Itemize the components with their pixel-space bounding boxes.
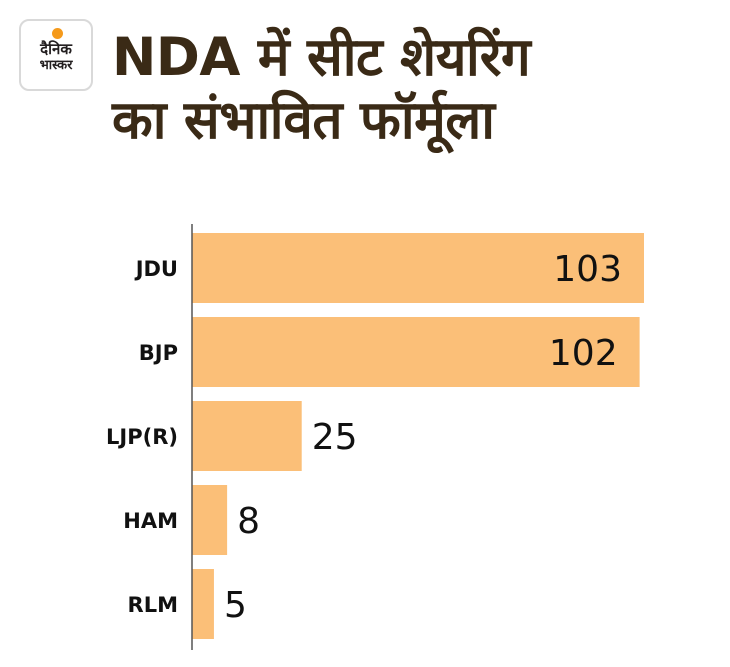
logo-text-line1: दैनिक [40,40,72,58]
bar-ljp-r- [192,401,302,471]
chart-title-line2: का संभावित फॉर्मूला [112,90,495,151]
category-label: JDU [134,257,178,281]
sun-icon [52,28,63,39]
value-label: 103 [553,249,622,290]
chart-title: NDA में सीट शेयरिंग का संभावित फॉर्मूला [112,26,712,152]
dainik-bhaskar-logo: दैनिक भास्कर [19,19,93,91]
bar-bjp [192,317,640,387]
category-label: HAM [123,509,178,533]
category-label: RLM [128,593,178,617]
value-label: 5 [224,585,247,626]
logo-text-line2: भास्कर [39,58,73,73]
bar-ham [192,485,228,555]
value-label: 8 [237,501,260,542]
category-label: BJP [139,341,178,365]
bar-rlm [192,569,214,639]
value-label: 25 [312,417,358,458]
category-label: LJP(R) [106,425,178,449]
value-label: 102 [549,333,618,374]
bar-jdu [192,233,644,303]
chart-title-line1: NDA में सीट शेयरिंग [112,27,531,88]
